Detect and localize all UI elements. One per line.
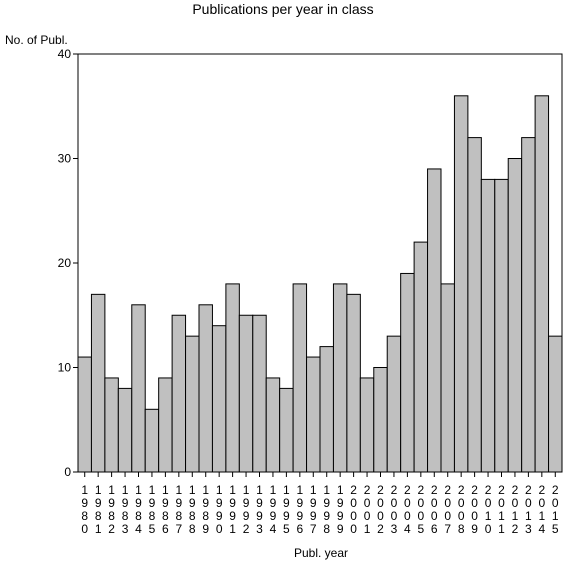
- x-axis-label: Publ. year: [294, 546, 348, 560]
- y-tick-label: 40: [58, 47, 72, 61]
- bar: [548, 335, 563, 473]
- bars: [77, 95, 563, 473]
- bar: [252, 314, 267, 473]
- bar: [440, 283, 455, 473]
- bar: [453, 95, 469, 473]
- bar: [211, 325, 227, 473]
- chart-title: Publications per year in class: [192, 1, 373, 17]
- bar: [507, 158, 523, 473]
- bar: [400, 272, 415, 473]
- bar: [480, 178, 496, 473]
- bar: [117, 387, 133, 473]
- bar: [131, 304, 146, 473]
- bar: [346, 293, 361, 473]
- bar: [279, 387, 294, 473]
- bar: [171, 314, 187, 473]
- y-tick-label: 10: [58, 361, 72, 375]
- y-tick-label: 20: [58, 256, 72, 270]
- y-axis-label: No. of Publ.: [5, 33, 68, 47]
- bar: [292, 283, 308, 473]
- y-tick-label: 30: [58, 152, 72, 166]
- bar: [90, 293, 106, 473]
- bar: [265, 377, 281, 473]
- bar: [185, 335, 200, 473]
- bar: [198, 304, 213, 473]
- bar: [359, 377, 375, 473]
- bar: [521, 137, 536, 473]
- bar: [238, 314, 254, 473]
- bar: [158, 377, 173, 473]
- y-axis: 0 10 20 30 40: [58, 47, 78, 479]
- bar: [104, 377, 119, 473]
- bar: [225, 283, 240, 473]
- bar: [413, 241, 429, 473]
- bar: [427, 168, 442, 473]
- bar: [319, 346, 334, 473]
- bar: [534, 95, 550, 473]
- bar: [494, 178, 509, 473]
- bar: [144, 408, 160, 473]
- x-tick-labels: 1 9 8 0 1 9 8 1 1 9 8 2 1 9 8 3 1 9 8 4 1 9 8 5 1 9 8 6 1 9 8 7 1 9 8 8 1 9 8 9…: [81, 472, 559, 536]
- bar: [386, 335, 402, 473]
- bar: [467, 137, 482, 473]
- bar: [332, 283, 348, 473]
- bar: [306, 356, 321, 473]
- y-tick-label: 0: [64, 465, 71, 479]
- bar: [373, 367, 388, 473]
- bar: [77, 356, 92, 473]
